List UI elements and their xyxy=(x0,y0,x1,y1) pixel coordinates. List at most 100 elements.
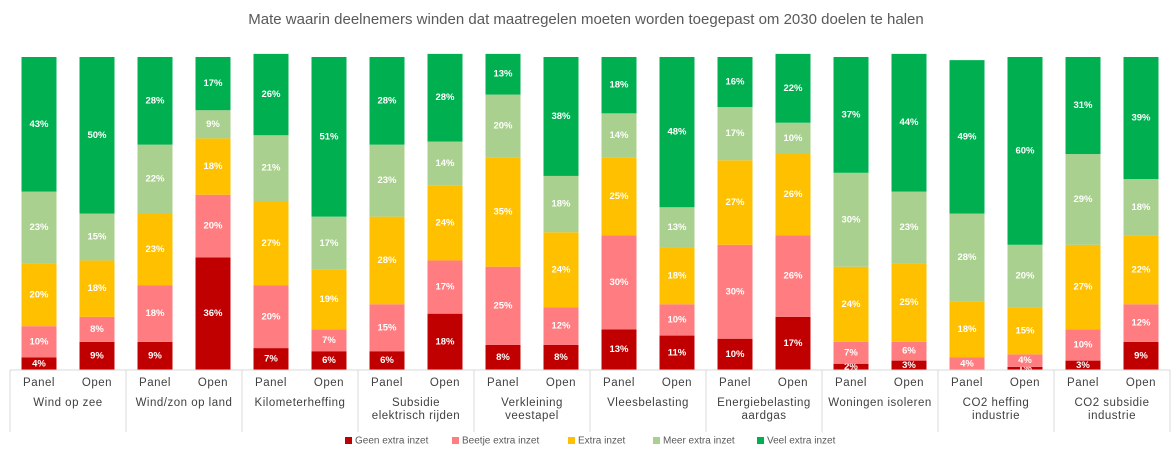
bar-segment xyxy=(427,185,463,261)
group-label: industrie xyxy=(972,410,1020,422)
data-label: 27% xyxy=(725,197,745,208)
group-label: Wind op zee xyxy=(33,397,102,409)
x-tick-label: Open xyxy=(198,377,228,389)
data-label: 37% xyxy=(841,109,861,120)
x-tick-label: Open xyxy=(1126,377,1156,389)
data-label: 10% xyxy=(29,336,49,347)
x-tick-label: Panel xyxy=(719,377,751,389)
x-tick-label: Open xyxy=(662,377,692,389)
bar-segment xyxy=(891,360,927,370)
bar-segment xyxy=(1007,57,1043,245)
bar-segment xyxy=(195,138,231,195)
group-label: Verkleining xyxy=(501,397,563,409)
data-label: 12% xyxy=(1131,318,1151,329)
bar-segment xyxy=(253,53,289,136)
bar-segment xyxy=(601,57,637,114)
x-tick-label: Panel xyxy=(951,377,983,389)
legend-label: Beetje extra inzet xyxy=(462,436,539,447)
data-label: 6% xyxy=(902,346,916,357)
bar-segment xyxy=(137,341,173,370)
bar-segment xyxy=(427,260,463,314)
data-label: 20% xyxy=(1015,271,1035,282)
bar-segment xyxy=(717,244,753,339)
data-label: 21% xyxy=(261,163,281,174)
bar-segment xyxy=(717,57,753,108)
bar-segment xyxy=(717,107,753,161)
group-label: CO2 heffing xyxy=(963,397,1030,409)
bar-segment xyxy=(253,200,289,286)
bar-segment xyxy=(1123,57,1159,180)
data-label: 22% xyxy=(1131,264,1151,275)
data-label: 16% xyxy=(725,77,745,88)
data-label: 10% xyxy=(725,349,745,360)
bar-segment xyxy=(891,53,927,192)
bar-segment xyxy=(137,57,173,145)
data-label: 10% xyxy=(783,133,803,144)
data-label: 28% xyxy=(377,255,397,266)
data-label: 20% xyxy=(493,120,513,131)
data-label: 7% xyxy=(322,335,336,346)
bar-segment xyxy=(775,154,811,236)
bar-segment xyxy=(1065,57,1101,155)
data-label: 18% xyxy=(1131,202,1151,213)
bar-segment xyxy=(543,307,579,345)
group-label: Wind/zon op land xyxy=(136,397,233,409)
group-label: Vleesbelasting xyxy=(607,397,689,409)
bar-segment xyxy=(427,313,463,370)
data-label: 14% xyxy=(609,130,629,141)
bar-segment xyxy=(1007,307,1043,355)
legend-swatch xyxy=(757,437,764,444)
bar-segment xyxy=(949,60,985,214)
data-label: 20% xyxy=(203,221,223,232)
group-label: elektrisch rijden xyxy=(372,410,460,422)
group-label: Subsidie xyxy=(392,397,440,409)
data-label: 6% xyxy=(380,355,394,366)
bar-segment xyxy=(601,329,637,370)
data-label: 28% xyxy=(435,92,455,103)
data-label: 17% xyxy=(725,128,745,139)
data-label: 22% xyxy=(783,83,803,94)
bar-segment xyxy=(775,122,811,155)
data-label: 17% xyxy=(319,238,339,249)
bar-segment xyxy=(253,348,289,370)
bar-segment xyxy=(891,263,927,342)
data-label: 20% xyxy=(261,311,281,322)
x-tick-label: Open xyxy=(430,377,460,389)
group-label: veestapel xyxy=(505,410,559,422)
data-label: 15% xyxy=(87,231,107,242)
group-label: Kilometerheffing xyxy=(255,397,346,409)
data-label: 18% xyxy=(87,283,107,294)
data-label: 18% xyxy=(957,324,977,335)
data-label: 15% xyxy=(377,322,397,333)
bar-segment xyxy=(1007,366,1043,370)
bar-segment xyxy=(485,344,521,370)
data-label: 1% xyxy=(1018,363,1032,374)
data-label: 18% xyxy=(145,308,165,319)
data-label: 26% xyxy=(783,189,803,200)
data-label: 18% xyxy=(609,80,629,91)
data-label: 10% xyxy=(667,314,687,325)
data-label: 3% xyxy=(1076,360,1090,371)
bar-segment xyxy=(137,285,173,342)
data-label: 2% xyxy=(844,361,858,372)
bar-segment xyxy=(601,113,637,158)
bar-segment xyxy=(775,235,811,317)
x-tick-label: Panel xyxy=(371,377,403,389)
bar-segment xyxy=(1123,235,1159,305)
data-label: 9% xyxy=(206,119,220,130)
group-label: Woningen isoleren xyxy=(828,397,932,409)
bar-segment xyxy=(659,304,695,336)
x-tick-label: Open xyxy=(314,377,344,389)
bar-segment xyxy=(369,216,405,305)
bar-segment xyxy=(833,172,869,267)
group-label: Energiebelasting xyxy=(717,397,811,409)
legend-swatch xyxy=(345,437,352,444)
bar-segment xyxy=(427,53,463,142)
bar-segment xyxy=(311,329,347,352)
bar-segment xyxy=(311,216,347,270)
data-label: 30% xyxy=(725,286,745,297)
bar-segment xyxy=(833,57,869,173)
data-label: 8% xyxy=(90,324,104,335)
bar-segment xyxy=(137,144,173,214)
data-label: 26% xyxy=(261,89,281,100)
